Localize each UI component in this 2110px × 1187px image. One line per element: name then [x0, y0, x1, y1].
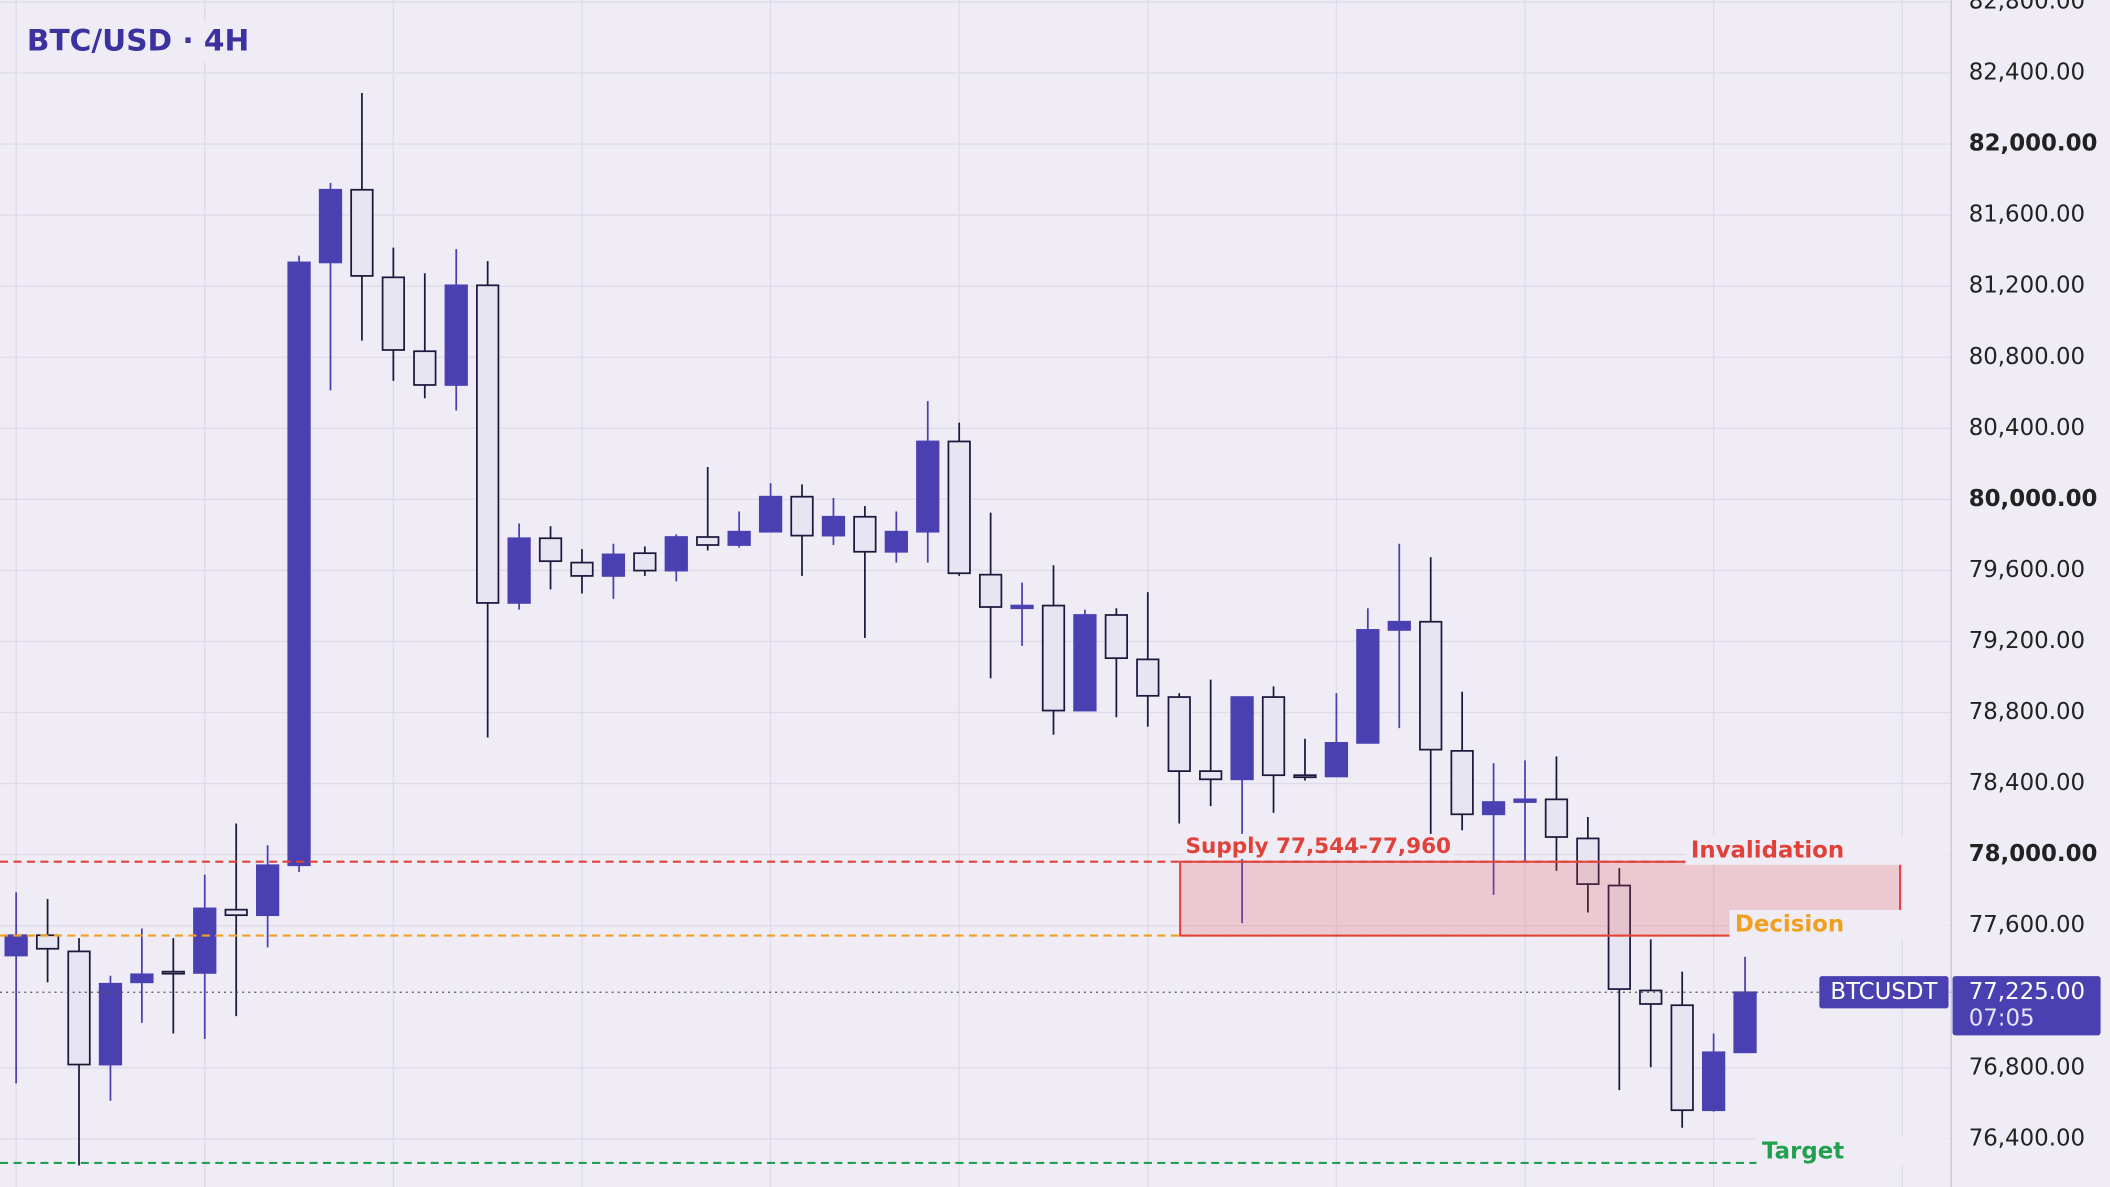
level-label-bg [1756, 1137, 1949, 1167]
candle-body [1136, 658, 1160, 697]
candle-body [978, 573, 1003, 608]
candle-body [1073, 614, 1097, 712]
level-name: Target [1762, 1139, 1844, 1165]
candle-body [1544, 798, 1569, 838]
candle-body [727, 530, 751, 546]
axis-labels: 76,400.00 76,800.00 77,600.00 78,000.00 78,4… [1969, 0, 2098, 1151]
candle-body [1733, 991, 1757, 1054]
candle-body [1324, 742, 1349, 778]
zone-label-bg [1182, 833, 1454, 859]
title-bg [18, 21, 256, 62]
candle-body [1293, 774, 1317, 779]
candle-body [1670, 1004, 1694, 1112]
candle-body [98, 982, 123, 1066]
candle-body [1230, 696, 1254, 781]
price-tag [1952, 976, 2101, 1036]
y-tick-label: 82,800.00 [1969, 0, 2085, 15]
candle-body [790, 495, 814, 537]
candle-body [1450, 749, 1474, 816]
symbol-label: BTCUSDT [1830, 979, 1938, 1005]
candle-body [664, 536, 688, 572]
y-tick-label: 81,600.00 [1969, 202, 2085, 228]
candle-body [821, 515, 846, 537]
y-tick-label: 82,400.00 [1969, 60, 2085, 86]
candle-body [4, 934, 28, 957]
candle-body [916, 440, 940, 533]
candle-body [538, 537, 563, 563]
candle-body [224, 908, 248, 917]
candle-body [193, 907, 217, 974]
y-tick-label: 78,000.00 [1969, 841, 2098, 867]
symbol-tag [1819, 976, 1949, 1009]
candle-body [601, 553, 626, 577]
candle-body [1387, 620, 1411, 631]
candle-body [1639, 989, 1663, 1005]
candle-body [853, 515, 877, 553]
countdown-label: 07:05 [1969, 1006, 2035, 1032]
candle-body [696, 536, 720, 546]
y-tick-label: 80,000.00 [1969, 486, 2098, 512]
overlay: Supply 77,544-77,96077,960Invalidation77… [1179, 833, 2101, 1167]
candle-body [507, 537, 531, 604]
candle-body [947, 440, 971, 575]
y-tick-label: 76,400.00 [1969, 1125, 2085, 1151]
y-tick-label: 78,800.00 [1969, 699, 2085, 725]
candle-body [1041, 604, 1066, 712]
candle-body [1010, 604, 1034, 610]
candle-body [633, 552, 657, 572]
level-name: Decision [1735, 911, 1844, 937]
candle-body [35, 934, 60, 950]
candle-body [255, 864, 280, 917]
level-label-bg [1685, 836, 1949, 865]
y-tick-label: 77,600.00 [1969, 912, 2085, 938]
zone-label: Supply 77,544-77,960 [1186, 834, 1452, 859]
chart-title: BTC/USD · 4H [27, 23, 249, 57]
level-name: Invalidation [1691, 837, 1844, 863]
candle-body [758, 495, 783, 533]
candle-body [1481, 801, 1506, 816]
y-tick-label: 79,600.00 [1969, 557, 2085, 583]
candle-body [1607, 884, 1631, 990]
plot [0, 92, 1952, 1166]
candle-body [350, 188, 374, 277]
candle-body [1261, 696, 1286, 777]
candle-body [1356, 629, 1380, 744]
y-tick-label: 76,800.00 [1969, 1054, 2085, 1080]
candle-body [161, 970, 185, 975]
candle-body [570, 561, 594, 577]
candle-body [130, 973, 154, 984]
y-tick-label: 81,200.00 [1969, 273, 2085, 299]
candle-body [1167, 696, 1191, 772]
candle-body [287, 261, 311, 867]
y-tick-label: 82,000.00 [1969, 131, 2098, 157]
candle-body [67, 950, 91, 1066]
level-label-bg [1729, 909, 1949, 939]
candle-body [318, 188, 343, 264]
candle-body [476, 284, 500, 604]
price-label: 77,225.00 [1969, 979, 2085, 1005]
candle-body [1513, 798, 1537, 803]
y-tick-label: 80,400.00 [1969, 415, 2085, 441]
candle-body [1199, 770, 1223, 781]
candle-body [1701, 1051, 1726, 1112]
y-tick-label: 80,800.00 [1969, 344, 2085, 370]
y-tick-label: 78,400.00 [1969, 770, 2085, 796]
y-tick-label: 79,200.00 [1969, 628, 2085, 654]
candle-body [1419, 620, 1443, 751]
candle-body [444, 284, 468, 386]
candle-body [884, 530, 908, 553]
candle-body [1104, 614, 1129, 660]
candle-body [413, 350, 437, 386]
candle-body [381, 276, 406, 351]
